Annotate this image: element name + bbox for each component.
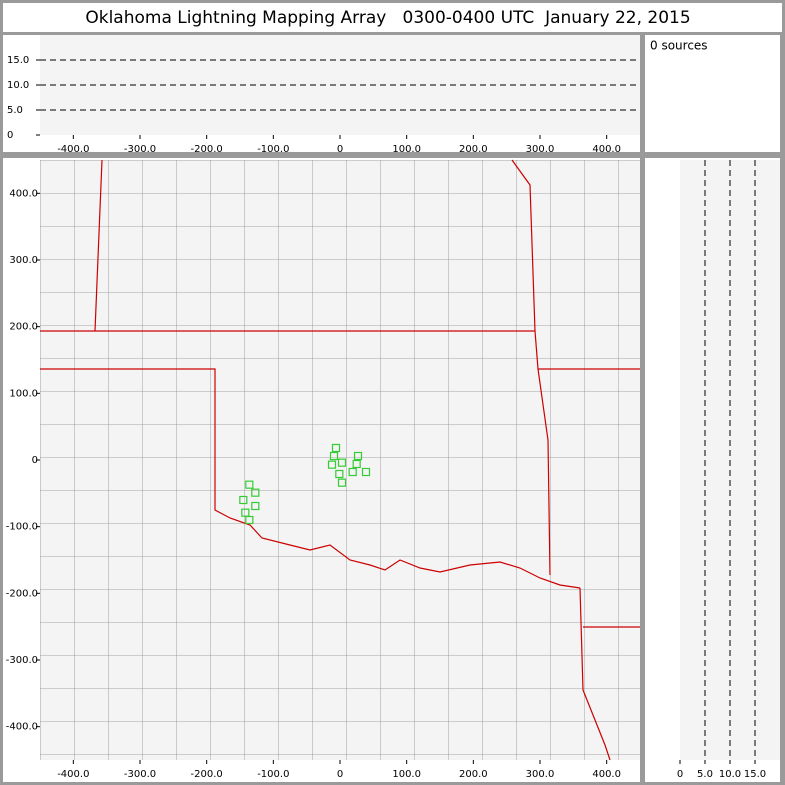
county-lines <box>40 160 640 760</box>
x-tick-label: 100.0 <box>392 144 421 155</box>
x-tick-label: -400.0 <box>57 144 89 155</box>
y-tick-label: 400.0 <box>9 188 38 199</box>
border <box>94 159 103 332</box>
station <box>327 460 337 469</box>
x-tick-label: -200.0 <box>191 769 223 780</box>
x-tick-label: 400.0 <box>592 144 621 155</box>
station <box>239 495 248 505</box>
x-tick-label: -300.0 <box>124 769 156 780</box>
y-tick-label: -100.0 <box>6 522 38 533</box>
y-tick-label: 5.0 <box>7 105 23 116</box>
station <box>352 459 361 469</box>
title-band <box>3 3 782 32</box>
y-tick-label: 15.0 <box>7 55 29 66</box>
y-tick-label: 10.0 <box>7 80 29 91</box>
source-count: 0 sources <box>650 39 708 53</box>
state-borders <box>40 159 640 761</box>
station <box>245 515 254 525</box>
y-tick-label: 0 <box>32 455 38 466</box>
x-tick-label: 0 <box>337 769 343 780</box>
y-tick-label: 100.0 <box>9 388 38 399</box>
y-tick-label: -200.0 <box>6 588 38 599</box>
x-tick-label: -300.0 <box>124 144 156 155</box>
x-tick-label: 15.0 <box>744 769 766 780</box>
y-tick-label: 0 <box>7 130 13 141</box>
x-tick-label: 100.0 <box>392 769 421 780</box>
x-tick-label: 300.0 <box>526 144 555 155</box>
chart-title: Oklahoma Lightning Mapping Array 0300-04… <box>85 8 690 28</box>
y-tick-label: -400.0 <box>6 722 38 733</box>
x-tick-label: -400.0 <box>57 769 89 780</box>
station <box>251 501 260 511</box>
y-tick-label: -300.0 <box>6 655 38 666</box>
x-tick-label: 300.0 <box>526 769 555 780</box>
x-tick-label: -200.0 <box>191 144 223 155</box>
x-tick-label: 5.0 <box>697 769 713 780</box>
station <box>251 488 260 497</box>
x-tick-label: 0 <box>677 769 683 780</box>
x-tick-label: -100.0 <box>257 769 289 780</box>
border <box>40 368 581 589</box>
station <box>348 467 357 477</box>
station <box>353 451 363 461</box>
station <box>361 467 371 477</box>
x-tick-label: 10.0 <box>719 769 741 780</box>
station <box>331 443 341 453</box>
x-tick-label: 400.0 <box>592 769 621 780</box>
station <box>335 469 344 479</box>
border <box>579 587 611 761</box>
x-tick-label: 200.0 <box>459 144 488 155</box>
y-tick-label: 300.0 <box>9 255 38 266</box>
station <box>245 480 254 489</box>
y-tick-label: 200.0 <box>9 322 38 333</box>
station <box>337 458 347 467</box>
station <box>337 478 347 487</box>
sources-box <box>645 35 780 152</box>
border <box>511 159 551 576</box>
station <box>329 451 339 461</box>
x-tick-label: 0 <box>337 144 343 155</box>
x-tick-label: 200.0 <box>459 769 488 780</box>
x-tick-label: -100.0 <box>257 144 289 155</box>
